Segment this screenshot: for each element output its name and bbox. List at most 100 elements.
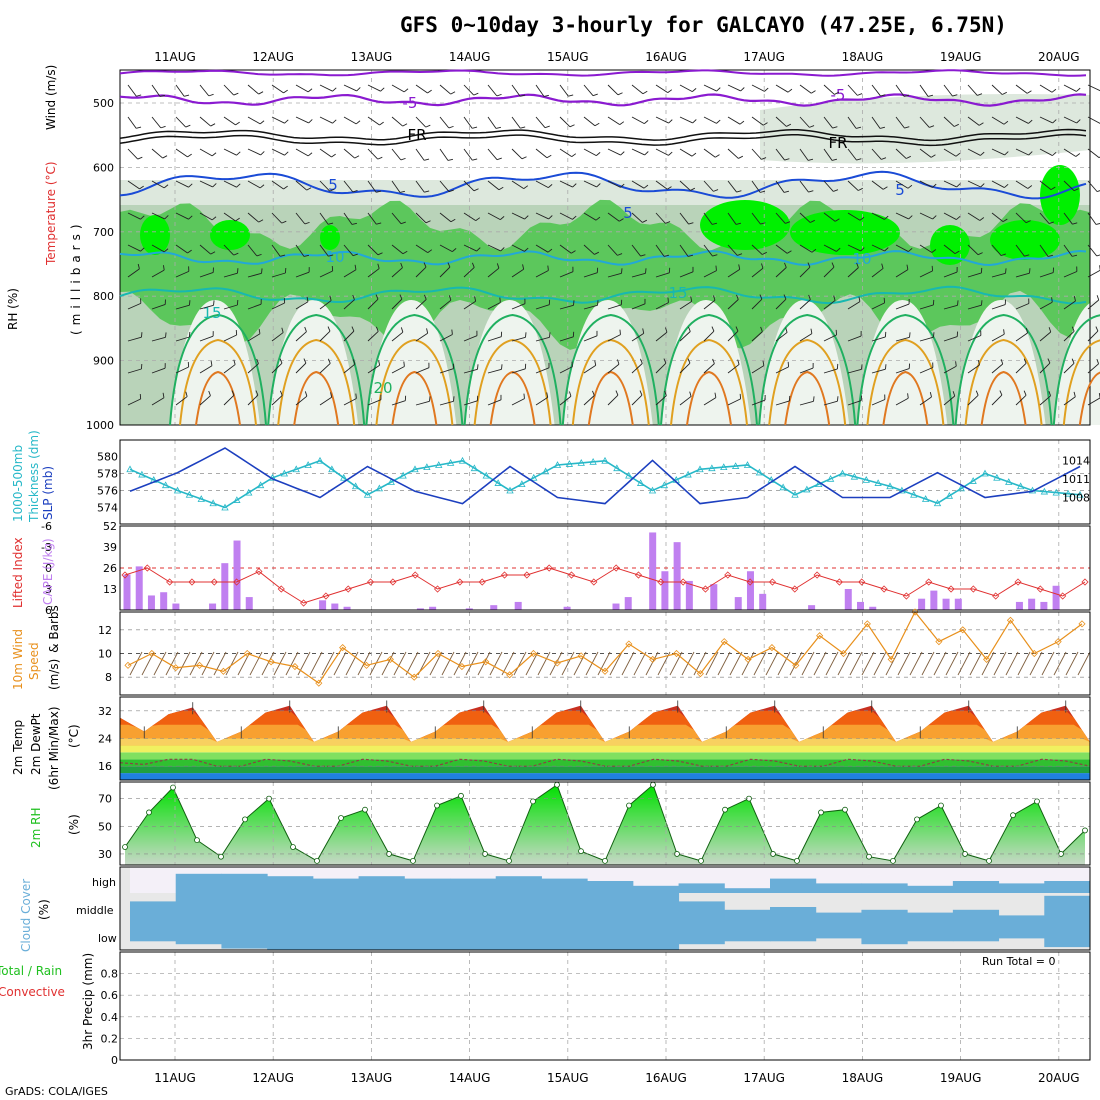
wind-barb [199,335,214,342]
wind-barb [847,180,859,191]
wind-barb [559,148,572,157]
wind-barb-flag [521,156,527,160]
wind-barb [1063,148,1077,157]
wind-barb [583,335,598,342]
wind-barb [199,365,213,374]
wind-barb [871,84,881,97]
temp-band [120,752,1090,760]
precip-panel: 0.8 0.6 0.4 0.2 0 Total / Rain Convective 3h… [0,951,1091,1067]
cloud-low-bar [724,921,771,942]
wind-barb [919,212,933,220]
wind-barb [295,362,307,374]
wind-barb [535,148,548,159]
wind10-barb [729,651,743,676]
wind-barb-flag [1076,119,1081,124]
wind-barb-flag [810,219,815,223]
wind-barb-flag [785,221,791,224]
wind-barb-flag [714,392,717,398]
rh-patch-bright [990,220,1060,260]
wind-barb-flag [738,155,744,159]
wind-barb [415,212,427,224]
rh2m-marker [866,853,872,860]
wind-barb-flag [620,183,625,188]
wind-barb [1039,212,1050,224]
wind-barb-flag [328,222,334,225]
footer: GrADS: COLA/IGES [5,1085,108,1098]
temp2m-tick: 16 [98,760,112,773]
rh2m-marker [530,798,536,805]
date-label-bottom: 11AUG [154,1071,196,1085]
wind10-barb [969,651,983,676]
wind-barb-flag [354,155,360,159]
wind-barb [199,180,213,188]
date-label-top: 11AUG [154,50,196,64]
cloud-unit: (%) [37,899,51,920]
wind-barb [967,244,979,256]
wind-barb [631,363,643,374]
wind-barb-flag [450,218,456,223]
wind-barb [727,299,739,310]
wind-barb [151,148,163,159]
wind-barb [655,362,667,374]
wind-barb [127,180,140,190]
cape-bar [416,608,424,610]
li-tick: 6 [45,604,52,617]
cape-bar [1040,601,1048,610]
date-label-top: 14AUG [449,50,491,64]
wind-barb-flag [597,300,599,306]
cape-bar [245,597,253,610]
wind-barb [151,397,165,406]
wind-barb-flag [810,328,813,334]
wind-barb-flag [1095,326,1099,332]
wind-barb-flag [831,158,838,161]
wind-barb [319,270,333,278]
wind-barb [295,212,306,225]
wind-barb [439,116,450,129]
contour-30-arch [195,370,241,426]
wind10-barb [213,651,227,676]
wind-barb [1039,362,1051,374]
wind-barb [847,267,859,278]
wind-barb [823,148,833,161]
cloud-high-bar [541,878,588,893]
wind-barb [175,84,185,97]
wind-barb-flag [164,215,169,220]
wind-barb-flag [999,390,1003,396]
wind-barb-flag [352,359,356,365]
wind-barb [319,148,332,158]
wind-barb [247,244,258,257]
wind-barb [463,300,476,310]
wind-barb [247,180,261,189]
cape-bar [465,608,473,610]
temp-area-24 [120,738,1090,746]
wind-barb [727,244,738,256]
panel-frame [119,696,1091,781]
wind-barb [415,84,428,94]
cloud-low-bar [678,921,725,945]
date-label-top: 17AUG [743,50,785,64]
li-marker [188,578,196,586]
wind-barb-flag [735,222,742,225]
wind-barb [823,212,836,222]
cloud-low-bar [1044,921,1091,948]
wind10-barb [201,651,215,676]
wind-barb-flag [881,157,887,160]
wind-barb [919,367,934,374]
wind-barb [247,272,262,278]
wind-barb-flag [690,296,693,302]
wind-barb-flag [136,126,142,129]
wind-barb-flag [403,88,409,93]
wind-barb-flag [210,123,216,127]
wind-barb-flag [375,326,379,332]
cape-bar [123,574,131,610]
wind-barb-flag [1005,268,1007,274]
wind-barb-flag [856,262,859,268]
contour-20-arch [169,313,267,426]
contour-5 [119,170,1087,200]
wind-barb-flag [235,217,240,222]
cape-bar [429,606,437,610]
wind-barb-flag [546,154,552,159]
wind-barb [919,270,933,278]
rh2m-marker [842,806,848,813]
cloud-mid-bar [541,893,588,921]
